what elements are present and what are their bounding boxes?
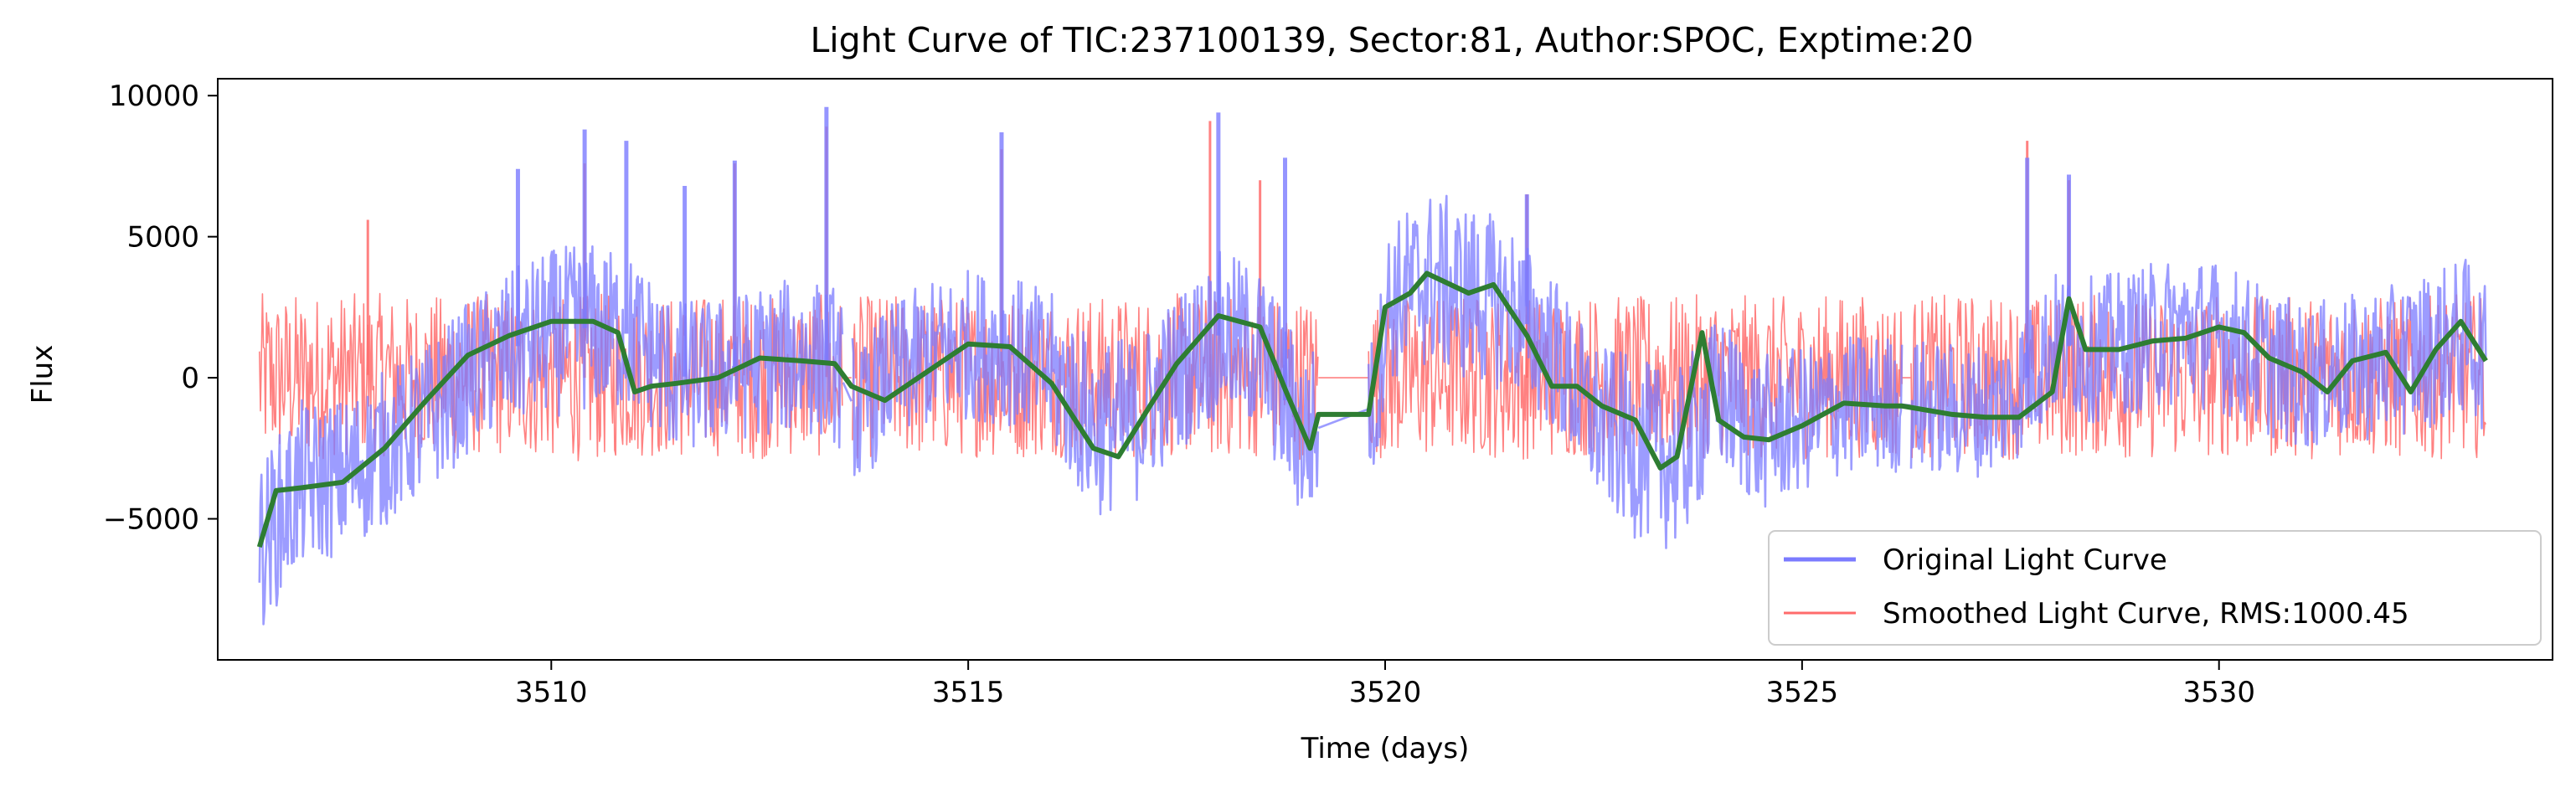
- chart-title: Light Curve of TIC:237100139, Sector:81,…: [810, 20, 1973, 60]
- trend-line: [256, 270, 2488, 549]
- x-tick-label: 3510: [515, 676, 588, 709]
- original-curve-line: [258, 194, 2487, 626]
- legend-label-smoothed: Smoothed Light Curve, RMS:1000.45: [1883, 597, 2409, 631]
- series-original: [258, 106, 2487, 626]
- x-tick-label: 3515: [932, 676, 1005, 709]
- legend-frame: [1768, 530, 2542, 646]
- y-axis: −5000 0 5000 10000: [103, 80, 218, 537]
- legend: Original Light Curve Smoothed Light Curv…: [1768, 530, 2542, 646]
- x-axis: 3510 3515 3520 3525 3530: [515, 660, 2255, 709]
- y-tick-label: 5000: [126, 221, 199, 255]
- y-tick-label: 10000: [109, 80, 199, 113]
- y-tick-label: −5000: [103, 503, 199, 537]
- x-tick-label: 3520: [1349, 676, 1422, 709]
- legend-label-original: Original Light Curve: [1883, 543, 2167, 577]
- x-tick-label: 3525: [1766, 676, 1839, 709]
- y-tick-label: 0: [181, 362, 199, 395]
- x-axis-title: Time (days): [1301, 732, 1470, 765]
- x-tick-label: 3530: [2182, 676, 2255, 709]
- y-axis-title: Flux: [26, 345, 59, 404]
